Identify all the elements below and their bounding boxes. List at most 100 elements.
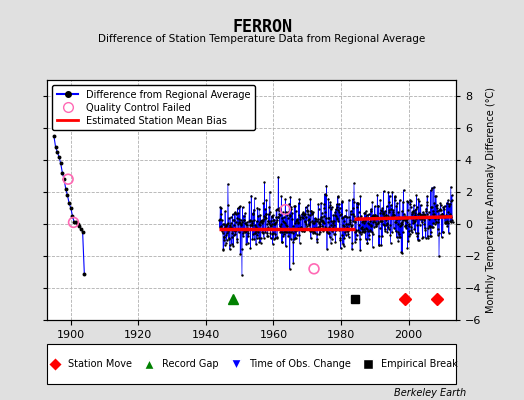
Point [227, 224, 235, 230]
Point [414, 230, 422, 236]
Point [344, 221, 352, 227]
Point [431, 193, 440, 200]
Point [289, 238, 298, 245]
Point [318, 217, 326, 223]
Point [378, 205, 387, 212]
Point [445, 211, 454, 218]
Point [412, 206, 420, 212]
Point [330, 230, 338, 237]
Point [275, 205, 283, 212]
Point [336, 237, 344, 244]
Point [397, 221, 405, 228]
Point [302, 221, 311, 228]
Point [249, 206, 258, 213]
Point [274, 214, 282, 220]
Point [231, 231, 239, 237]
Point [241, 229, 249, 235]
Point [402, 216, 411, 222]
Point [365, 236, 373, 242]
Point [267, 218, 275, 224]
Point [236, 203, 244, 210]
Point [232, 226, 241, 233]
Point [370, 203, 379, 210]
Point [244, 232, 253, 239]
Point [296, 225, 304, 231]
Point [413, 222, 421, 228]
Point [271, 220, 279, 226]
Point [243, 240, 252, 246]
Point [308, 210, 316, 217]
Point [356, 230, 365, 237]
Point [266, 188, 274, 195]
Point [329, 220, 337, 226]
Point [228, 211, 237, 218]
Point [351, 238, 359, 245]
Point [69, 219, 78, 226]
Point [394, 229, 402, 235]
Point [292, 218, 300, 224]
Point [429, 208, 437, 214]
Point [342, 207, 351, 213]
Point [343, 228, 351, 234]
Point [320, 213, 328, 220]
Point [311, 218, 320, 224]
Point [445, 230, 453, 236]
Point [335, 227, 344, 234]
Point [385, 226, 393, 232]
Point [347, 225, 356, 232]
Point [377, 242, 386, 248]
Point [439, 204, 447, 210]
Point [392, 216, 400, 222]
Point [407, 223, 416, 230]
Point [413, 211, 422, 217]
Point [243, 222, 251, 228]
Point [346, 219, 354, 225]
Point [375, 232, 383, 239]
Point [369, 213, 378, 219]
Point [254, 235, 263, 242]
Point [384, 189, 392, 195]
Point [278, 239, 287, 246]
Point [309, 209, 318, 215]
Point [356, 236, 364, 242]
Point [380, 221, 389, 228]
Point [222, 222, 230, 229]
Point [390, 225, 398, 231]
Point [278, 229, 287, 236]
Point [249, 211, 257, 217]
Point [216, 223, 225, 230]
Point [377, 218, 386, 224]
Point [316, 216, 324, 222]
Point [292, 232, 301, 238]
Point [378, 207, 386, 214]
Point [307, 235, 315, 242]
Point [395, 231, 403, 238]
Point [386, 232, 395, 238]
Point [246, 245, 255, 251]
Point [438, 211, 446, 218]
Point [267, 213, 276, 219]
Point [272, 207, 280, 213]
Point [329, 212, 337, 218]
Point [416, 211, 424, 218]
Point [295, 196, 303, 202]
Point [218, 228, 226, 234]
Point [411, 212, 420, 218]
Point [410, 202, 418, 208]
Point [315, 231, 323, 238]
Point [412, 192, 421, 198]
Point [216, 204, 224, 210]
Point [265, 222, 274, 228]
Point [269, 229, 277, 236]
Point [369, 218, 378, 225]
Point [361, 210, 369, 216]
Point [437, 207, 445, 213]
Point [314, 206, 323, 212]
Point [357, 224, 366, 231]
Point [292, 208, 300, 215]
Point [387, 202, 395, 208]
Point [345, 216, 354, 223]
Point [247, 192, 255, 199]
Point [248, 210, 257, 217]
Point [324, 214, 332, 221]
